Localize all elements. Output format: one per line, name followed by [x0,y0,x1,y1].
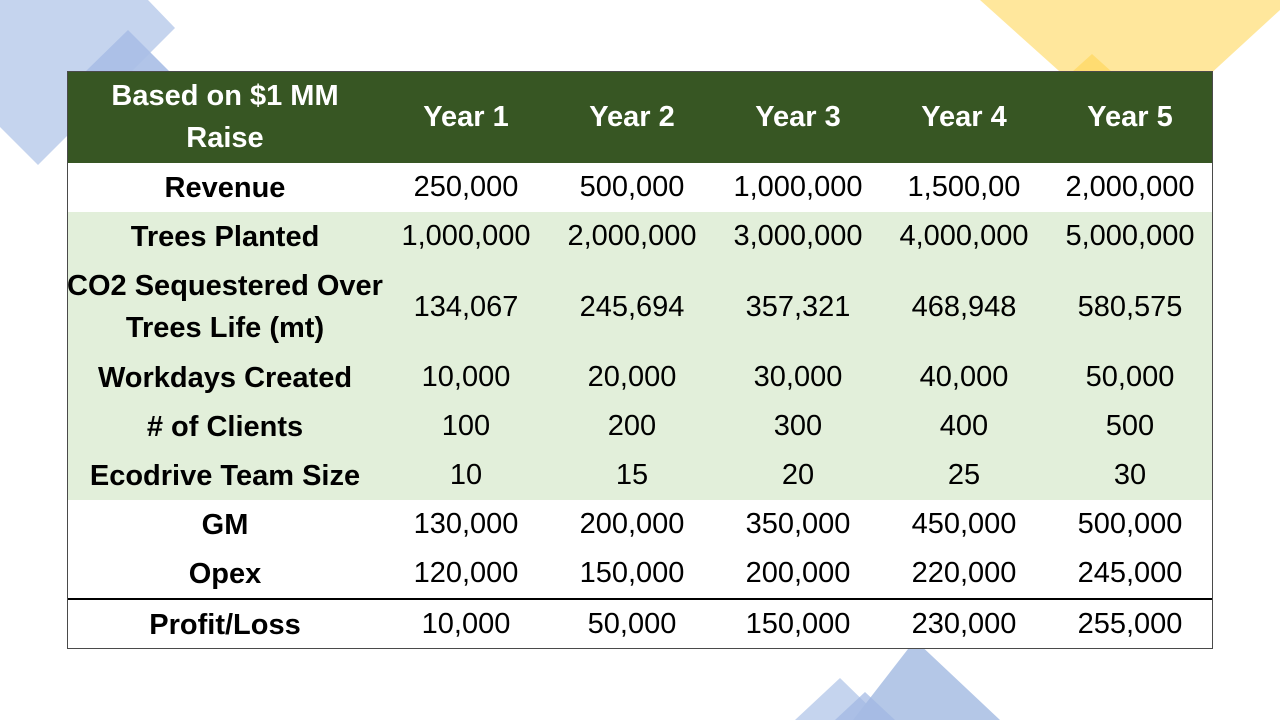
table-cell: 1,000,000 [401,220,531,252]
header-label-cell: Based on $1 MM Raise [111,80,339,154]
row-label: Workdays Created [97,361,353,394]
table-cell: 400 [939,410,989,442]
table-cell: 30 [1113,459,1147,491]
table-cell: 1,000,000 [733,171,863,203]
table-row-num-clients: # of Clients 100 200 300 400 500 [67,402,1213,451]
row-label: # of Clients [146,410,304,443]
table-cell: 150,000 [715,598,881,649]
table-cell: 25 [947,459,981,491]
table-cell: 580,575 [1077,290,1183,323]
table-header: Based on $1 MM Raise Year 1 Year 2 Year … [67,71,1213,163]
header-year-5: Year 5 [1087,101,1173,133]
header-year-1: Year 1 [423,101,509,133]
table-row-co2-sequestered: CO2 Sequestered Over Trees Life (mt) 134… [67,261,1213,353]
table-row-opex: Opex 120,000 150,000 200,000 220,000 245… [67,549,1213,599]
table-cell: 10,000 [383,598,549,649]
table-cell: 500 [1105,410,1155,442]
header-row: Based on $1 MM Raise Year 1 Year 2 Year … [67,71,1213,163]
table-cell: 200 [607,410,657,442]
table-cell: 2,000,000 [567,220,697,252]
table-cell: 500,000 [1077,508,1183,540]
table-cell: 245,694 [579,290,685,323]
row-label: Trees Planted [130,220,320,253]
table-cell: 50,000 [549,598,715,649]
table-cell: 230,000 [881,598,1047,649]
table-cell: 40,000 [919,361,1009,393]
table-cell: 500,000 [579,171,685,203]
table-cell: 200,000 [745,557,851,589]
table-cell: 15 [615,459,649,491]
row-label: Opex [188,557,262,590]
table-cell: 250,000 [413,171,519,203]
table-cell: 130,000 [413,508,519,540]
table-row-revenue: Revenue 250,000 500,000 1,000,000 1,500,… [67,163,1213,212]
table-row-trees-planted: Trees Planted 1,000,000 2,000,000 3,000,… [67,212,1213,261]
table-cell: 134,067 [413,290,519,323]
table-body: Revenue 250,000 500,000 1,000,000 1,500,… [67,163,1213,649]
table-cell: 5,000,000 [1065,220,1195,252]
table-cell: 255,000 [1047,598,1213,649]
header-year-2: Year 2 [589,101,675,133]
table-cell: 50,000 [1085,361,1175,393]
table-cell: 3,000,000 [733,220,863,252]
table-cell: 220,000 [911,557,1017,589]
table-cell: 357,321 [745,290,851,323]
deco-yellow-triangle-top-right [980,0,1280,100]
table-cell: 10,000 [421,361,511,393]
table-cell: 1,500,00 [907,171,1021,203]
table-row-gm: GM 130,000 200,000 350,000 450,000 500,0… [67,500,1213,549]
table-cell: 450,000 [911,508,1017,540]
table-cell: 20,000 [587,361,677,393]
row-label: Revenue [164,171,286,204]
row-label: GM [201,508,249,541]
row-label: Profit/Loss [67,598,383,649]
row-label: CO2 Sequestered Over Trees Life (mt) [67,270,383,344]
table-cell: 245,000 [1077,557,1183,589]
financial-projection-table: Based on $1 MM Raise Year 1 Year 2 Year … [67,71,1213,649]
projection-table: Based on $1 MM Raise Year 1 Year 2 Year … [67,71,1213,649]
table-row-workdays-created: Workdays Created 10,000 20,000 30,000 40… [67,353,1213,402]
header-year-3: Year 3 [755,101,841,133]
table-row-profit-loss: Profit/Loss 10,000 50,000 150,000 230,00… [67,598,1213,649]
table-cell: 300 [773,410,823,442]
table-cell: 150,000 [579,557,685,589]
table-cell: 120,000 [413,557,519,589]
table-cell: 10 [449,459,483,491]
table-cell: 468,948 [911,290,1017,323]
deco-blue-diamond-bottom [795,640,1005,720]
table-cell: 200,000 [579,508,685,540]
table-row-team-size: Ecodrive Team Size 10 15 20 25 30 [67,451,1213,500]
header-year-4: Year 4 [921,101,1007,133]
row-label: Ecodrive Team Size [89,459,361,492]
table-cell: 20 [781,459,815,491]
table-cell: 2,000,000 [1065,171,1195,203]
table-cell: 100 [441,410,491,442]
table-cell: 30,000 [753,361,843,393]
table-cell: 350,000 [745,508,851,540]
table-cell: 4,000,000 [899,220,1029,252]
